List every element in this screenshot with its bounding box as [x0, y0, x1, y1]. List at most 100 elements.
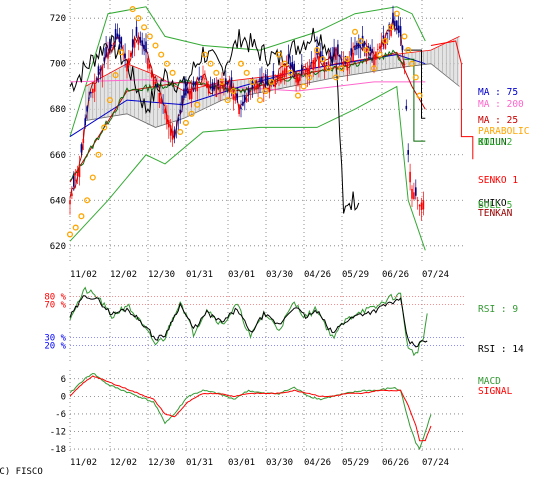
candle-body — [373, 54, 375, 66]
candle-body — [164, 109, 166, 113]
candle-body — [181, 95, 183, 106]
legend-signal: SIGNAL — [478, 386, 513, 397]
candle-body — [308, 65, 311, 77]
parabolic-dot — [281, 60, 288, 67]
candle-body — [223, 82, 225, 92]
candle-body — [200, 76, 202, 78]
candle-body — [124, 53, 126, 59]
rsi-ytick-label: 30 % — [44, 333, 66, 343]
price-xtick-label: 12/30 — [148, 270, 175, 280]
candle-body — [280, 72, 282, 83]
candle-body — [358, 38, 360, 49]
candle-body — [342, 61, 345, 71]
candle-body — [249, 91, 252, 92]
candle-body — [152, 76, 155, 86]
macd-ytick-label: -6 — [55, 410, 66, 420]
parabolic-dot — [78, 213, 85, 220]
candle-body — [196, 81, 199, 92]
candle-body — [114, 29, 117, 40]
candle-body — [310, 62, 313, 63]
candle-body — [247, 88, 250, 95]
rsi9-line — [69, 286, 428, 357]
price-panel: 620 640 660 680 700 720 11/02 12/02 12/30 01/31 03… — [50, 0, 474, 280]
candle-body — [135, 26, 138, 37]
candle-body — [204, 78, 206, 80]
candle-body — [92, 88, 94, 94]
parabolic-dot — [313, 47, 321, 54]
candle-body — [198, 77, 200, 80]
candles — [69, 5, 425, 221]
candle-body — [215, 87, 218, 97]
macd-xtick-label: 04/26 — [304, 458, 331, 468]
rsi-ytick-label: 20 % — [44, 342, 66, 352]
candle-body — [380, 43, 383, 48]
candle-body — [337, 44, 339, 55]
candle-body — [207, 84, 210, 94]
candle-body — [213, 87, 216, 90]
candle-body — [137, 39, 140, 45]
parabolic-dot — [256, 97, 264, 104]
parabolic-dot — [182, 119, 189, 126]
legend-ma25: MA : 25 — [478, 115, 518, 126]
candle-body — [369, 46, 371, 51]
candle-body — [314, 57, 316, 68]
candle-body — [133, 41, 136, 48]
candle-body — [206, 81, 208, 88]
candle-body — [375, 51, 377, 60]
parabolic-dot — [412, 74, 419, 81]
parabolic-dot — [101, 124, 108, 131]
candle-body — [116, 33, 119, 37]
price-xtick-label: 01/31 — [186, 270, 213, 280]
candle-body — [304, 70, 307, 73]
parabolic-dot — [376, 51, 383, 58]
candle-body — [156, 84, 159, 88]
candle-body — [141, 40, 143, 46]
rsi-panel: 20 %30 % 70 %80 % — [44, 280, 466, 362]
candle-body — [240, 107, 242, 110]
candle-body — [93, 84, 96, 92]
legend-rsi9: RSI : 9 — [478, 304, 518, 315]
candle-body — [126, 63, 128, 72]
candle-body — [287, 54, 290, 64]
candle-body — [382, 35, 385, 41]
candle-body — [409, 171, 411, 183]
candle-body — [225, 78, 227, 84]
parabolic-dot — [118, 49, 125, 56]
legend-macd: MACD — [478, 376, 501, 387]
parabolic-dot — [218, 78, 226, 85]
parabolic-dot — [146, 33, 153, 40]
parabolic-dot — [141, 24, 148, 31]
candle-body — [173, 129, 176, 137]
candle-body — [276, 77, 278, 79]
candle-body — [86, 106, 88, 112]
bollinger-upper-line — [69, 6, 426, 137]
parabolic-dot — [84, 197, 91, 204]
parabolic-dot — [401, 33, 408, 40]
parabolic-dot — [201, 51, 208, 58]
parabolic-dot — [194, 101, 201, 108]
candle-body — [261, 76, 263, 83]
parabolic-dot — [344, 56, 351, 63]
candle-body — [401, 45, 404, 51]
candle-body — [299, 75, 301, 81]
candle-body — [325, 62, 328, 64]
candle-body — [168, 120, 170, 128]
macd-ytick-label: -18 — [50, 445, 66, 455]
parabolic-dot — [393, 10, 400, 17]
candle-body — [245, 98, 248, 102]
parabolic-dot — [237, 60, 245, 67]
signal-line — [69, 375, 432, 442]
candle-body — [183, 88, 185, 98]
candle-body — [394, 20, 396, 27]
candle-body — [179, 109, 181, 114]
candle-body — [413, 192, 415, 200]
candle-body — [150, 70, 153, 78]
candle-body — [232, 91, 235, 100]
candle-body — [377, 49, 379, 50]
candle-body — [226, 81, 229, 85]
candle-body — [282, 70, 284, 78]
candle-body — [399, 26, 402, 37]
parabolic-dot — [158, 51, 165, 58]
candle-body — [255, 85, 257, 89]
